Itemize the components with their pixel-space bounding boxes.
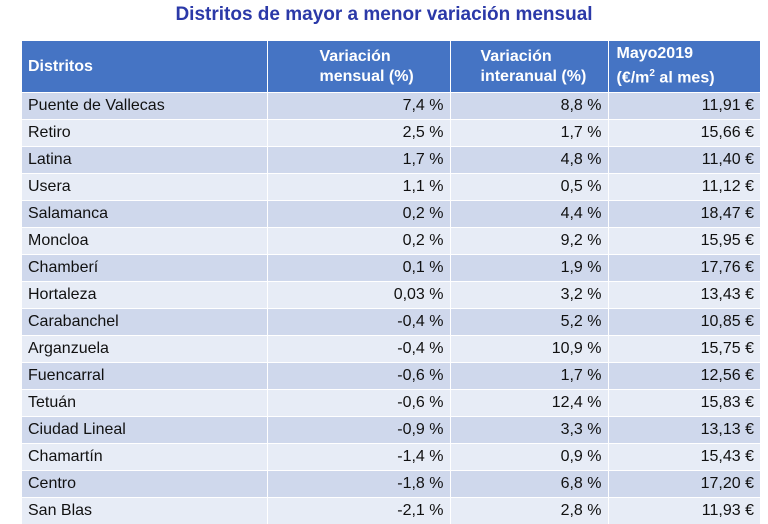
- price-cell: 11,12 €: [608, 174, 760, 201]
- price-cell: 15,43 €: [608, 444, 760, 471]
- price-cell: 17,20 €: [608, 471, 760, 498]
- price-cell: 18,47 €: [608, 201, 760, 228]
- district-name-cell: Chamberí: [22, 255, 267, 282]
- monthly-variation-cell: 1,1 %: [267, 174, 450, 201]
- monthly-variation-cell: -1,4 %: [267, 444, 450, 471]
- monthly-variation-cell: 1,7 %: [267, 147, 450, 174]
- table-header-row: Distritos Variación mensual (%) Variació…: [22, 41, 760, 93]
- price-cell: 15,75 €: [608, 336, 760, 363]
- yearly-variation-cell: 0,9 %: [450, 444, 608, 471]
- price-cell: 15,95 €: [608, 228, 760, 255]
- yearly-variation-cell: 3,3 %: [450, 417, 608, 444]
- yearly-variation-cell: 8,8 %: [450, 93, 608, 120]
- yearly-variation-cell: 4,4 %: [450, 201, 608, 228]
- district-name-cell: Puente de Vallecas: [22, 93, 267, 120]
- district-name-cell: Moncloa: [22, 228, 267, 255]
- yearly-variation-cell: 1,7 %: [450, 120, 608, 147]
- table-row: Chamartín-1,4 %0,9 %15,43 €: [22, 444, 760, 471]
- table-row: Ciudad Lineal-0,9 %3,3 %13,13 €: [22, 417, 760, 444]
- yearly-variation-cell: 5,2 %: [450, 309, 608, 336]
- table-row: Carabanchel-0,4 %5,2 %10,85 €: [22, 309, 760, 336]
- monthly-variation-cell: -0,6 %: [267, 390, 450, 417]
- page-title: Distritos de mayor a menor variación men…: [0, 4, 768, 26]
- table-row: Arganzuela-0,4 %10,9 %15,75 €: [22, 336, 760, 363]
- yearly-variation-cell: 1,9 %: [450, 255, 608, 282]
- table-row: Fuencarral-0,6 %1,7 %12,56 €: [22, 363, 760, 390]
- monthly-variation-cell: 7,4 %: [267, 93, 450, 120]
- districts-table: Distritos Variación mensual (%) Variació…: [22, 41, 760, 524]
- price-cell: 11,91 €: [608, 93, 760, 120]
- price-cell: 15,83 €: [608, 390, 760, 417]
- monthly-variation-cell: 2,5 %: [267, 120, 450, 147]
- yearly-variation-cell: 0,5 %: [450, 174, 608, 201]
- monthly-variation-cell: -0,9 %: [267, 417, 450, 444]
- monthly-variation-cell: -0,4 %: [267, 336, 450, 363]
- district-name-cell: Ciudad Lineal: [22, 417, 267, 444]
- monthly-variation-cell: 0,03 %: [267, 282, 450, 309]
- district-name-cell: Retiro: [22, 120, 267, 147]
- price-cell: 17,76 €: [608, 255, 760, 282]
- district-name-cell: Centro: [22, 471, 267, 498]
- yearly-variation-cell: 6,8 %: [450, 471, 608, 498]
- yearly-variation-cell: 10,9 %: [450, 336, 608, 363]
- monthly-variation-cell: -0,4 %: [267, 309, 450, 336]
- district-name-cell: Salamanca: [22, 201, 267, 228]
- district-name-cell: Hortaleza: [22, 282, 267, 309]
- district-name-cell: Fuencarral: [22, 363, 267, 390]
- header-distritos: Distritos: [22, 41, 267, 93]
- district-name-cell: Usera: [22, 174, 267, 201]
- header-precio-line1: Mayo2019: [617, 45, 694, 62]
- price-cell: 10,85 €: [608, 309, 760, 336]
- price-cell: 11,40 €: [608, 147, 760, 174]
- district-name-cell: Carabanchel: [22, 309, 267, 336]
- price-cell: 13,43 €: [608, 282, 760, 309]
- district-name-cell: Tetuán: [22, 390, 267, 417]
- header-mensual-line2: mensual (%): [320, 68, 414, 85]
- monthly-variation-cell: -0,6 %: [267, 363, 450, 390]
- yearly-variation-cell: 3,2 %: [450, 282, 608, 309]
- header-mensual-line1: Variación: [320, 48, 391, 65]
- monthly-variation-cell: 0,1 %: [267, 255, 450, 282]
- header-variacion-mensual: Variación mensual (%): [267, 41, 450, 93]
- yearly-variation-cell: 4,8 %: [450, 147, 608, 174]
- price-cell: 13,13 €: [608, 417, 760, 444]
- yearly-variation-cell: 9,2 %: [450, 228, 608, 255]
- price-cell: 12,56 €: [608, 363, 760, 390]
- yearly-variation-cell: 12,4 %: [450, 390, 608, 417]
- table-row: Centro-1,8 %6,8 %17,20 €: [22, 471, 760, 498]
- district-name-cell: Arganzuela: [22, 336, 267, 363]
- price-cell: 15,66 €: [608, 120, 760, 147]
- monthly-variation-cell: 0,2 %: [267, 201, 450, 228]
- header-variacion-interanual: Variación interanual (%): [450, 41, 608, 93]
- header-precio-line2b: al mes): [655, 70, 715, 87]
- header-precio: Mayo2019 (€/m2 al mes): [608, 41, 760, 93]
- monthly-variation-cell: -1,8 %: [267, 471, 450, 498]
- header-interanual-line2: interanual (%): [481, 68, 587, 85]
- table-row: Tetuán-0,6 %12,4 %15,83 €: [22, 390, 760, 417]
- district-name-cell: Latina: [22, 147, 267, 174]
- header-interanual-line1: Variación: [481, 48, 552, 65]
- yearly-variation-cell: 1,7 %: [450, 363, 608, 390]
- district-name-cell: Chamartín: [22, 444, 267, 471]
- monthly-variation-cell: 0,2 %: [267, 228, 450, 255]
- header-precio-line2a: (€/m: [617, 70, 650, 87]
